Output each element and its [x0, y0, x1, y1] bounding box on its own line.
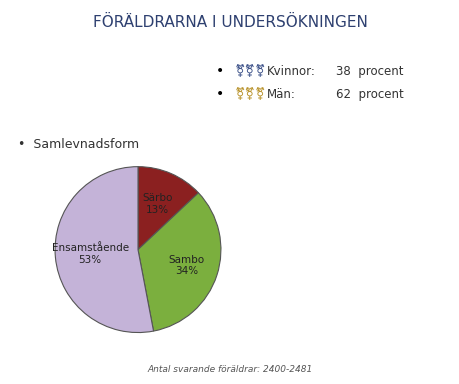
- Wedge shape: [55, 167, 153, 333]
- Text: FÖRÄLDRARNA I UNDERSÖKNINGEN: FÖRÄLDRARNA I UNDERSÖKNINGEN: [92, 15, 367, 30]
- Text: 62  procent: 62 procent: [335, 88, 403, 101]
- Text: Särbo
13%: Särbo 13%: [142, 193, 173, 215]
- Text: Ensamstående
53%: Ensamstående 53%: [51, 243, 129, 265]
- Wedge shape: [138, 167, 198, 250]
- Wedge shape: [138, 193, 220, 331]
- Text: 38  procent: 38 procent: [335, 65, 403, 78]
- Text: ⚧⚧⚧: ⚧⚧⚧: [234, 65, 265, 78]
- Text: Män:: Män:: [266, 88, 295, 101]
- Text: •: •: [216, 64, 224, 78]
- Text: Antal svarande föräldrar: 2400-2481: Antal svarande föräldrar: 2400-2481: [147, 366, 312, 374]
- Text: ⚧⚧⚧: ⚧⚧⚧: [234, 88, 265, 101]
- Text: Sambo
34%: Sambo 34%: [168, 255, 205, 276]
- Text: •: •: [216, 87, 224, 101]
- Text: Kvinnor:: Kvinnor:: [266, 65, 315, 78]
- Text: •  Samlevnadsform: • Samlevnadsform: [18, 138, 139, 151]
